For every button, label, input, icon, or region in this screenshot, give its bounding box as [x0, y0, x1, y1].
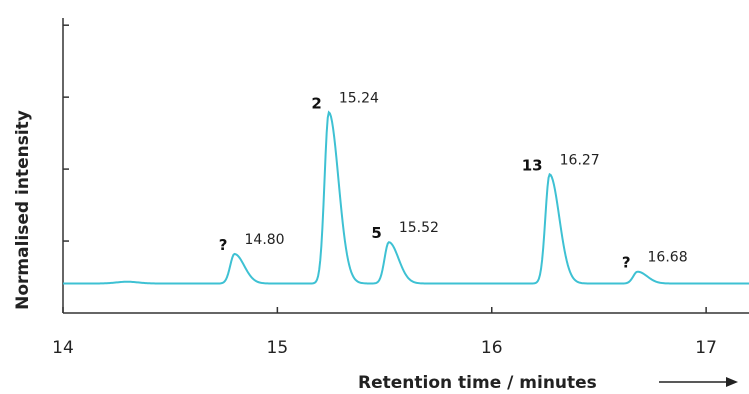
y-axis-ticks — [63, 24, 69, 242]
x-tick-label: 16 — [481, 338, 503, 358]
peak-compound-label: 13 — [522, 156, 543, 174]
x-tick-label: 17 — [695, 338, 717, 358]
peak-compound-label: ? — [219, 236, 228, 254]
x-tick-label: 14 — [52, 338, 74, 358]
peak-compound-label: 2 — [311, 94, 321, 112]
peak-annotations: ? 14.80 2 15.24 5 15.52 13 16.27? 16.68 — [219, 90, 688, 271]
peak-retention-time: 15.52 — [399, 220, 439, 236]
peak-retention-time: 14.80 — [245, 232, 285, 248]
x-axis-ticks: 14 15 16 17 — [52, 307, 717, 358]
arrow-right-icon — [659, 377, 738, 387]
peak-compound-label: 5 — [371, 224, 381, 242]
y-axis: Normalised intensity — [13, 18, 69, 313]
peak-compound-label: ? — [622, 254, 631, 272]
x-axis: 14 15 16 17 Retention time / minutes — [52, 307, 749, 393]
x-axis-title: Retention time / minutes — [358, 373, 597, 393]
peak-retention-time: 16.27 — [560, 152, 600, 168]
x-tick-label: 15 — [267, 338, 289, 358]
peak-retention-time: 15.24 — [339, 90, 379, 106]
peak-retention-time: 16.68 — [648, 250, 688, 266]
chromatogram-trace — [63, 110, 749, 285]
y-axis-title: Normalised intensity — [13, 110, 33, 310]
